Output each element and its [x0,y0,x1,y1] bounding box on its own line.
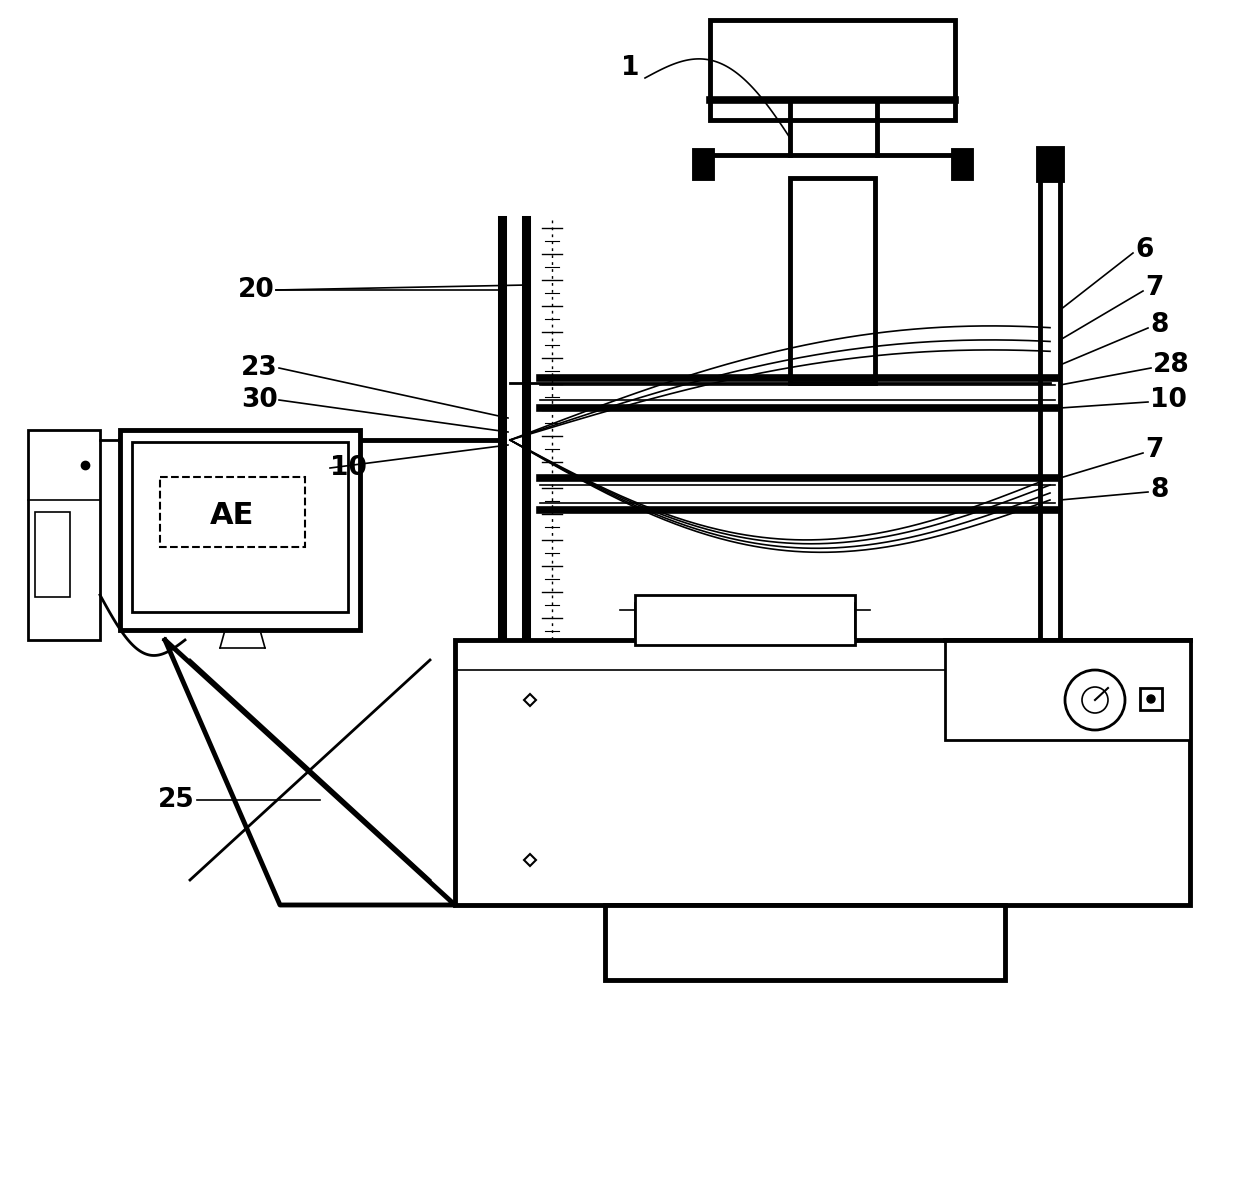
Bar [945,640,1190,740]
Circle shape [1083,687,1109,713]
Text: AE: AE [210,501,254,529]
Text: 10: 10 [1149,387,1187,413]
Bar [131,442,348,612]
Text: 28: 28 [1153,353,1189,377]
Text: 1: 1 [621,55,640,81]
Bar [29,430,100,640]
Text: 30: 30 [242,387,278,413]
Text: 10: 10 [330,455,367,481]
Bar [711,20,955,120]
Text: 7: 7 [1145,437,1163,463]
Text: 23: 23 [242,355,278,381]
Bar [455,640,1190,904]
Bar [954,150,971,178]
Bar [1140,688,1162,710]
Text: 8: 8 [1149,477,1168,503]
Bar [694,150,712,178]
Bar [1038,148,1061,180]
Circle shape [1065,669,1125,730]
Bar [790,178,875,383]
Text: 8: 8 [1149,312,1168,338]
Polygon shape [165,640,455,904]
Bar [605,904,1004,980]
Bar [120,430,360,630]
Text: 25: 25 [159,787,195,813]
Bar [160,477,305,547]
Text: 20: 20 [238,277,275,303]
Bar [635,595,856,645]
Text: 6: 6 [1135,237,1153,264]
Text: 7: 7 [1145,275,1163,301]
Bar [35,512,69,597]
Circle shape [1147,696,1154,703]
